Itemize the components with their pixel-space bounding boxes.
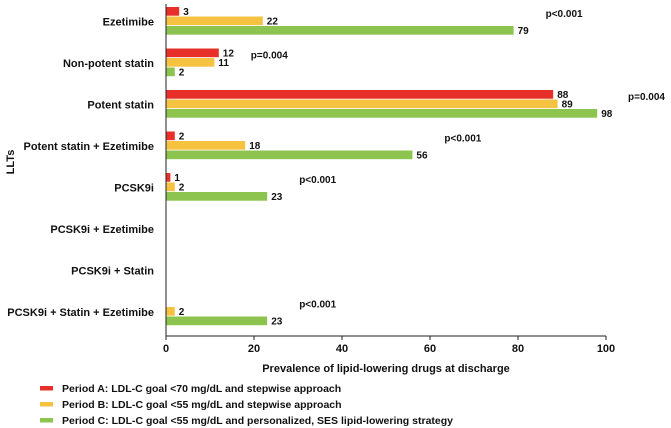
p-value-label: p<0.001: [299, 300, 336, 311]
bar-value-label: 79: [518, 26, 530, 37]
legend-label: Period A: LDL-C goal <70 mg/dL and stepw…: [62, 383, 341, 395]
bar-value-label: 18: [249, 141, 261, 152]
legend-swatch: [40, 402, 53, 407]
category-label: Potent statin + Ezetimibe: [24, 141, 155, 153]
legend-label: Period B: LDL-C goal <55 mg/dL and stepw…: [62, 399, 342, 411]
x-axis-label: Prevalence of lipid-lowering drugs at di…: [262, 363, 510, 375]
bar: [166, 131, 175, 141]
bar: [166, 67, 175, 77]
legend-swatch: [40, 418, 53, 423]
x-tick-label: 20: [248, 343, 260, 355]
x-ticks: 0 20 40 60 80 100: [163, 336, 615, 355]
legend: Period A: LDL-C goal <70 mg/dL and stepw…: [40, 383, 453, 427]
bar-value-label: 2: [179, 132, 185, 143]
bar-value-label: 3: [183, 7, 189, 18]
legend-label: Period C: LDL-C goal <55 mg/dL and perso…: [62, 415, 453, 427]
bar: [166, 316, 268, 326]
bar-value-label: 2: [179, 68, 185, 79]
bar: [166, 109, 598, 118]
p-value-label: p=0.004: [251, 51, 288, 62]
category-label: PCSK9i + Statin: [71, 265, 154, 277]
category-label: PCSK9i + Ezetimibe: [50, 224, 154, 236]
p-value-label: p<0.001: [444, 134, 481, 145]
legend-swatch: [40, 386, 53, 391]
bars-layer: [166, 7, 598, 326]
bar: [166, 90, 554, 99]
bar-value-label: 88: [557, 90, 569, 101]
bar: [166, 182, 175, 192]
bar: [166, 58, 215, 67]
bar: [166, 150, 413, 160]
bar: [166, 173, 171, 182]
bar-value-label: 56: [416, 151, 428, 162]
category-label: Ezetimibe: [103, 16, 154, 28]
y-axis-label: LLTs: [5, 150, 17, 175]
bar: [166, 141, 246, 150]
bar-value-label: 89: [562, 100, 574, 111]
p-value-label: p<0.001: [299, 175, 336, 186]
bar-value-label: 98: [601, 109, 613, 120]
x-tick-label: 80: [512, 343, 524, 355]
bar: [166, 16, 263, 26]
bar-value-label: 1: [174, 173, 180, 184]
bar-value-label: 2: [179, 183, 185, 194]
bar-value-label: 22: [267, 17, 279, 28]
p-value-label: p<0.001: [546, 9, 583, 20]
x-tick-label: 100: [597, 343, 615, 355]
x-tick-label: 0: [163, 343, 169, 355]
x-tick-label: 60: [424, 343, 436, 355]
category-label: Non-potent statin: [63, 58, 154, 70]
bar: [166, 48, 219, 58]
bar-value-label: 23: [271, 317, 283, 328]
p-value-label: p=0.004: [628, 92, 665, 103]
category-label: PCSK9i + Statin + Ezetimibe: [7, 307, 154, 319]
bar: [166, 192, 268, 201]
bar-value-label: 23: [271, 192, 283, 203]
bar-value-label: 12: [223, 49, 235, 60]
bar: [166, 99, 558, 109]
bar-value-label: 11: [218, 58, 229, 69]
bar: [166, 26, 514, 35]
bar-value-label: 2: [179, 307, 185, 318]
x-tick-label: 40: [336, 343, 348, 355]
category-label: Potent statin: [87, 99, 154, 111]
bar: [166, 307, 175, 316]
bar: [166, 7, 180, 16]
category-label: PCSK9i: [114, 182, 154, 194]
